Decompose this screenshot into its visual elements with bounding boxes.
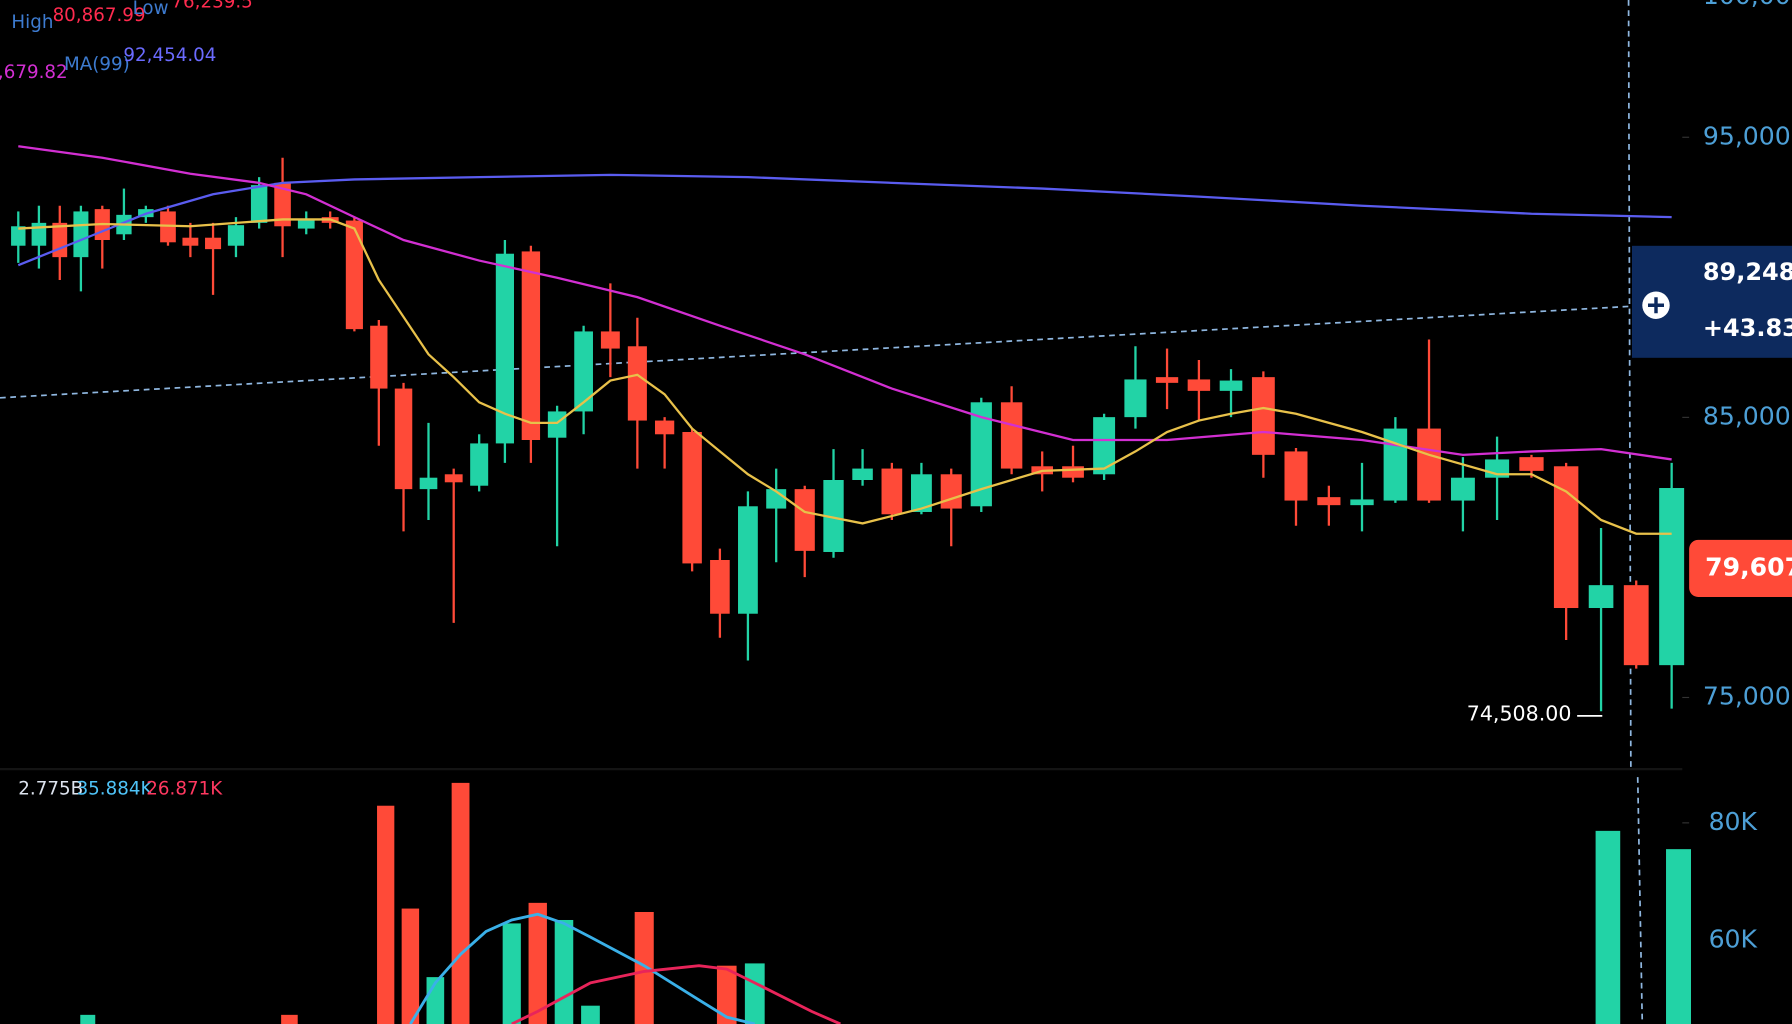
candle-body bbox=[444, 474, 463, 483]
candle-body bbox=[1093, 417, 1116, 475]
candle-body bbox=[1659, 488, 1685, 666]
y-tick-label: 80K bbox=[1709, 807, 1758, 836]
candle-body bbox=[1219, 380, 1243, 391]
last-price-label: 79,607 bbox=[1705, 552, 1792, 581]
candle-body bbox=[823, 480, 844, 552]
moving-average-line bbox=[17, 173, 1672, 267]
stat-label: Low bbox=[133, 0, 169, 19]
y-tick-label: 100,000.00 bbox=[1703, 0, 1792, 10]
volume-stat: 26.871K bbox=[146, 779, 223, 800]
moving-average-line bbox=[18, 218, 1672, 535]
candle-body bbox=[227, 225, 245, 246]
volume-bar bbox=[634, 911, 654, 1024]
volume-bar bbox=[716, 965, 737, 1024]
add-alert-plus bbox=[1648, 297, 1664, 314]
ma-legend-value: 92,454.04 bbox=[123, 45, 216, 66]
candle-body bbox=[970, 402, 992, 507]
crosshair-price: 89,248. bbox=[1703, 258, 1792, 286]
candle-body bbox=[1317, 497, 1341, 506]
candle-body bbox=[940, 474, 962, 509]
y-tick-label: 60K bbox=[1709, 925, 1758, 954]
candle-body bbox=[495, 253, 514, 444]
crosshair-horizontal bbox=[0, 305, 1630, 399]
candle-body bbox=[1350, 499, 1374, 506]
candle-body bbox=[627, 346, 647, 421]
candle-body bbox=[1519, 457, 1544, 471]
moving-average-line bbox=[18, 145, 1672, 461]
candle-body bbox=[1124, 379, 1147, 418]
volume-bar bbox=[528, 902, 547, 1024]
volume-bar bbox=[744, 963, 765, 1024]
volume-bar bbox=[377, 805, 395, 1024]
candle-body bbox=[738, 506, 758, 614]
candle-body bbox=[11, 226, 26, 246]
volume-average-line bbox=[409, 912, 756, 1024]
stat-value: 76,239.5 bbox=[171, 0, 252, 12]
candle-body bbox=[470, 443, 489, 486]
candle-body bbox=[1553, 466, 1579, 609]
candle-body bbox=[1450, 477, 1475, 501]
y-tick-label: 95,000.00 bbox=[1703, 121, 1792, 150]
ma-legend-name: MA(99) bbox=[64, 54, 130, 75]
candle-body bbox=[182, 237, 199, 246]
candle-body bbox=[547, 411, 567, 438]
candle-body bbox=[1623, 585, 1649, 666]
candle-body bbox=[370, 325, 388, 389]
candle-body bbox=[600, 331, 620, 349]
candle-body bbox=[682, 431, 702, 564]
candle-body bbox=[852, 468, 873, 480]
candle-body bbox=[1417, 428, 1441, 501]
candle-body bbox=[1000, 402, 1023, 469]
candle-body bbox=[274, 182, 291, 227]
candle-body bbox=[881, 468, 903, 515]
y-tick-label: 75,000.00 bbox=[1703, 681, 1792, 710]
volume-average-line bbox=[511, 964, 841, 1024]
candle-body bbox=[1588, 585, 1614, 609]
candle-body bbox=[710, 560, 730, 614]
candle-body bbox=[1284, 451, 1308, 501]
crosshair-change: +43.83% bbox=[1703, 314, 1792, 342]
low-marker-label: 74,508.00 bbox=[1467, 702, 1572, 726]
volume-bar bbox=[401, 908, 420, 1024]
candle-body bbox=[521, 251, 541, 440]
candle-body bbox=[654, 420, 675, 435]
candle-body bbox=[297, 219, 315, 229]
candle-body bbox=[394, 388, 413, 490]
candle-body bbox=[160, 211, 176, 243]
candle-body bbox=[250, 185, 268, 223]
volume-bar bbox=[502, 923, 521, 1024]
candle-body bbox=[574, 331, 593, 412]
candle-body bbox=[794, 489, 815, 551]
candle-body bbox=[205, 237, 222, 250]
stat-label: High bbox=[11, 12, 53, 33]
volume-bar bbox=[581, 1005, 600, 1024]
crosshair-vertical-volume bbox=[1636, 777, 1644, 1024]
volume-bar bbox=[1595, 830, 1621, 1024]
y-tick-label: 85,000.00 bbox=[1703, 401, 1792, 430]
volume-bar bbox=[80, 1014, 96, 1024]
candle-body bbox=[419, 477, 438, 490]
candle-body bbox=[910, 474, 932, 512]
volume-bar bbox=[1666, 849, 1692, 1024]
volume-stat: 35.884K bbox=[77, 779, 154, 800]
candle-body bbox=[1155, 377, 1179, 383]
ma-legend-value: 3,679.82 bbox=[0, 62, 68, 83]
candle-body bbox=[345, 220, 363, 330]
volume-stat: 2.775B bbox=[18, 779, 83, 800]
volume-bar bbox=[281, 1014, 298, 1024]
candle-body bbox=[1187, 379, 1211, 391]
candle-body bbox=[1062, 466, 1084, 478]
last-price-tag bbox=[1689, 539, 1792, 598]
volume-bar bbox=[451, 782, 470, 1024]
candle-body bbox=[1251, 377, 1275, 455]
candle-body bbox=[52, 222, 68, 258]
stat-value: 80,867.99 bbox=[53, 5, 146, 26]
volume-bar bbox=[554, 919, 574, 1024]
candle-body bbox=[73, 211, 89, 258]
